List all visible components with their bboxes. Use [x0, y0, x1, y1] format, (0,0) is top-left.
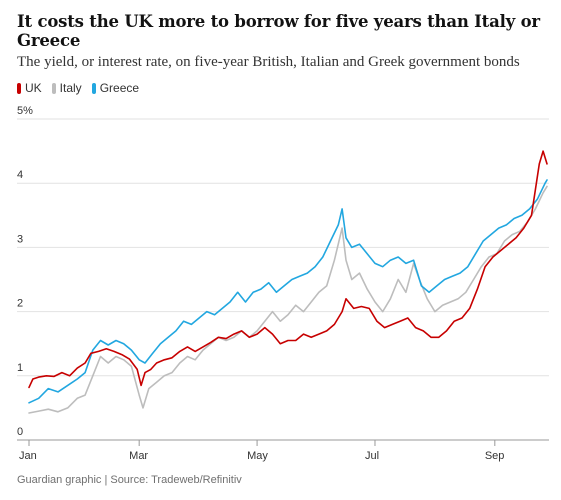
- x-tick-label: Jul: [365, 450, 379, 462]
- legend-item-italy: Italy: [51, 81, 82, 95]
- source-footer: Guardian graphic | Source: Tradeweb/Refi…: [17, 474, 242, 486]
- x-tick-label: May: [247, 450, 268, 462]
- x-tick-label: Mar: [129, 450, 148, 462]
- legend-swatch-greece: [91, 82, 96, 94]
- series-line-greece: [28, 179, 548, 404]
- y-tick-label: 4: [17, 169, 23, 181]
- legend-item-uk: UK: [17, 81, 42, 95]
- x-tick-label: Sep: [485, 450, 505, 462]
- line-chart: 0 1 2 3 4 5% Jan Mar May Jul Sep: [17, 105, 549, 462]
- legend-swatch-italy: [51, 82, 56, 94]
- y-tick-label: 1: [17, 362, 23, 374]
- chart-subtitle: The yield, or interest rate, on five-yea…: [17, 54, 520, 70]
- legend: UK Italy Greece: [17, 81, 139, 95]
- chart-title: It costs the UK more to borrow for five …: [17, 12, 540, 50]
- legend-label-italy: Italy: [59, 81, 82, 95]
- y-tick-label: 5%: [17, 105, 33, 117]
- legend-label-greece: Greece: [99, 81, 140, 95]
- legend-item-greece: Greece: [91, 81, 140, 95]
- y-tick-label: 0: [17, 426, 23, 438]
- series-line-uk: [28, 150, 548, 389]
- y-tick-label: 2: [17, 298, 23, 310]
- x-tick-label: Jan: [19, 450, 37, 462]
- legend-label-uk: UK: [25, 81, 42, 95]
- legend-swatch-uk: [17, 82, 21, 94]
- y-tick-label: 3: [17, 233, 23, 245]
- series-line-italy: [28, 185, 548, 414]
